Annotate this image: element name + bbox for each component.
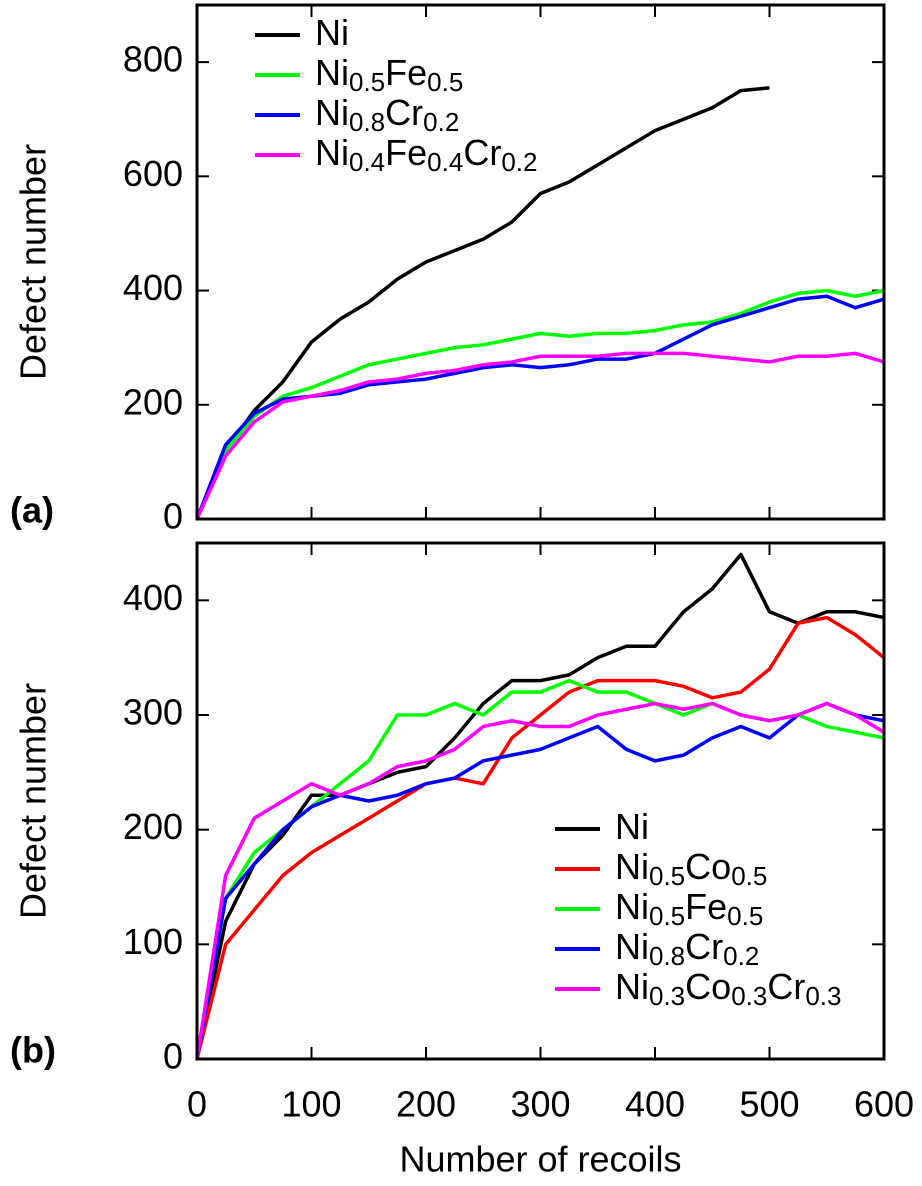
plot-frame — [195, 541, 886, 1061]
x-tick-label: 0 — [187, 1084, 207, 1125]
legend-label: Ni0.4Fe0.4Cr0.2 — [315, 132, 537, 177]
y-tick-label: 400 — [123, 577, 183, 618]
legend-label: Ni0.5Fe0.5 — [615, 886, 763, 931]
data-line — [197, 615, 884, 1059]
plot-frame — [195, 3, 886, 521]
legend-label: Ni0.8Cr0.2 — [615, 926, 759, 971]
y-tick-label: 0 — [163, 496, 183, 537]
legend-label: Ni0.5Co0.5 — [615, 846, 767, 891]
data-line — [197, 288, 884, 519]
x-axis-label: Number of recoils — [399, 1139, 681, 1180]
data-line — [197, 351, 884, 519]
y-tick-label: 0 — [163, 1036, 183, 1077]
y-tick-label: 600 — [123, 153, 183, 194]
x-tick-label: 600 — [854, 1084, 914, 1125]
y-tick-label: 300 — [123, 692, 183, 733]
data-line — [197, 701, 884, 1059]
y-tick-label: 200 — [123, 806, 183, 847]
legend-label: Ni — [615, 806, 649, 847]
y-axis-label: Defect number — [13, 683, 54, 919]
y-tick-label: 800 — [123, 39, 183, 80]
data-line — [197, 294, 884, 519]
data-line — [197, 701, 884, 1059]
y-axis-label: Defect number — [13, 144, 54, 380]
y-tick-label: 100 — [123, 921, 183, 962]
legend-label: Ni0.8Cr0.2 — [315, 92, 459, 137]
x-tick-label: 200 — [396, 1084, 456, 1125]
legend-label: Ni0.5Fe0.5 — [315, 52, 463, 97]
x-tick-label: 500 — [739, 1084, 799, 1125]
data-line — [197, 552, 884, 1059]
x-tick-label: 100 — [281, 1084, 341, 1125]
panel-label: (a) — [10, 490, 54, 531]
y-tick-label: 200 — [123, 381, 183, 422]
legend-label: Ni0.3Co0.3Cr0.3 — [615, 966, 842, 1011]
legend-label: Ni — [315, 12, 349, 53]
x-tick-label: 300 — [510, 1084, 570, 1125]
panel-label: (b) — [10, 1030, 56, 1071]
x-tick-label: 400 — [625, 1084, 685, 1125]
data-line — [197, 86, 770, 519]
y-tick-label: 400 — [123, 267, 183, 308]
